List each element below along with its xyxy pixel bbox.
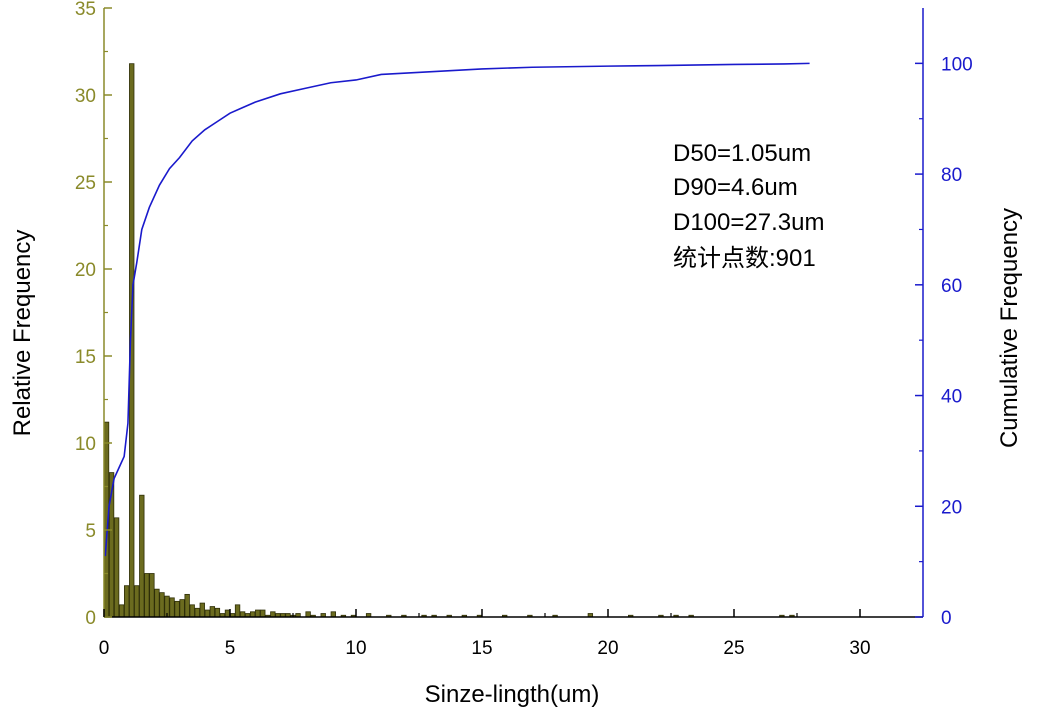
x-axis-title: Sinze-lingth(um) xyxy=(425,681,600,708)
cumulative-line-series xyxy=(104,62,810,557)
bar xyxy=(184,593,190,618)
bar xyxy=(124,585,130,618)
tick-labels: 0 5 10 15 20 25 30 35 0 20 40 60 80 100 0 5 10 15 20 25 30 xyxy=(75,0,973,659)
bar xyxy=(239,611,246,618)
bar xyxy=(250,611,256,618)
right-tick-label: 80 xyxy=(941,165,962,186)
bar xyxy=(194,607,200,618)
x-tick-label: 15 xyxy=(471,638,492,659)
bar xyxy=(209,606,216,618)
right-tick-label: 0 xyxy=(941,608,952,629)
right-tick-label: 40 xyxy=(941,387,962,408)
bar-series xyxy=(103,63,795,618)
bar xyxy=(234,604,241,618)
x-tick-label: 30 xyxy=(849,638,870,659)
annotation-d50: D50=1.05um xyxy=(673,140,811,167)
bar xyxy=(174,600,180,618)
bar xyxy=(270,611,276,618)
bar xyxy=(305,611,311,618)
cumulative-line xyxy=(104,62,810,557)
bar xyxy=(113,517,120,618)
left-axis-title: Relative Frequency xyxy=(9,230,36,437)
right-axis-title: Cumulative Frequency xyxy=(996,208,1023,448)
bar xyxy=(224,609,231,618)
bar xyxy=(255,609,261,618)
bar xyxy=(118,604,125,618)
bar xyxy=(189,604,195,618)
x-tick-label: 20 xyxy=(597,638,618,659)
bar xyxy=(144,573,150,618)
annotation-d90: D90=4.6um xyxy=(673,174,798,201)
bar xyxy=(159,592,165,618)
left-tick-label: 10 xyxy=(75,434,96,455)
bar xyxy=(169,597,175,618)
annotation-d100: D100=27.3um xyxy=(673,209,824,236)
left-tick-label: 35 xyxy=(75,0,96,20)
bar xyxy=(154,588,160,618)
left-tick-label: 30 xyxy=(75,86,96,107)
bar xyxy=(139,494,145,618)
x-tick-label: 10 xyxy=(345,638,366,659)
left-tick-label: 0 xyxy=(85,608,96,629)
left-tick-label: 15 xyxy=(75,347,96,368)
x-tick-label: 5 xyxy=(225,638,236,659)
right-tick-label: 20 xyxy=(941,497,962,518)
bar xyxy=(199,602,205,618)
bar xyxy=(260,609,266,618)
axes xyxy=(103,7,924,618)
annotation-count: 统计点数:901 xyxy=(673,245,816,272)
bar xyxy=(214,607,221,618)
bar xyxy=(204,609,210,618)
bar xyxy=(179,599,185,618)
right-tick-label: 60 xyxy=(941,276,962,297)
right-tick-label: 100 xyxy=(941,54,973,75)
bar xyxy=(330,611,336,618)
bar xyxy=(149,573,155,618)
x-tick-label: 25 xyxy=(723,638,744,659)
bar xyxy=(134,585,140,618)
left-tick-label: 20 xyxy=(75,260,96,281)
left-tick-label: 25 xyxy=(75,173,96,194)
x-tick-label: 0 xyxy=(99,638,110,659)
left-tick-label: 5 xyxy=(85,521,96,542)
